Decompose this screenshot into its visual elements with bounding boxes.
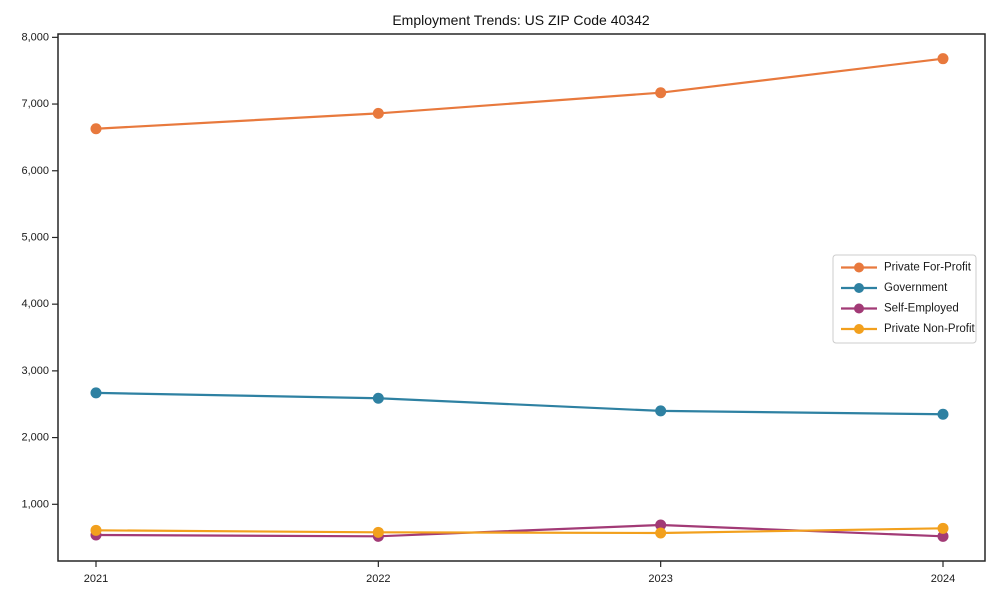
y-axis-tick-label: 4,000: [21, 298, 49, 310]
legend-item-label: Private Non-Profit: [884, 323, 976, 335]
data-point-government: [655, 405, 667, 417]
data-point-private-for-profit: [937, 53, 949, 65]
legend-box: [832, 254, 977, 344]
legend-swatch-dot: [854, 324, 864, 334]
legend-item-label: Government: [884, 282, 948, 294]
x-axis-tick-label: 2022: [366, 573, 390, 585]
legend-item-label: Self-Employed: [884, 303, 959, 315]
data-point-government: [937, 408, 949, 420]
x-axis-tick-label: 2023: [648, 573, 672, 585]
legend-item-label: Private For-Profit: [884, 262, 972, 274]
data-point-private-for-profit: [90, 123, 102, 135]
y-axis-tick-label: 2,000: [21, 432, 49, 444]
y-axis-tick-label: 7,000: [21, 98, 49, 110]
data-point-private-for-profit: [655, 87, 667, 99]
y-axis-tick-label: 8,000: [21, 31, 49, 43]
y-axis-tick-label: 3,000: [21, 365, 49, 377]
data-point-private-non-profit: [90, 524, 102, 536]
data-point-private-for-profit: [372, 107, 384, 119]
data-point-private-non-profit: [655, 527, 667, 539]
y-axis-tick-label: 1,000: [21, 498, 49, 510]
chart-title: Employment Trends: US ZIP Code 40342: [392, 12, 650, 28]
x-axis-tick-label: 2024: [931, 573, 955, 585]
data-point-self-employed: [655, 519, 667, 531]
axes: 1,000 2,000 3,000 4,000 5,000 6,000 7,000 8,000…: [21, 31, 986, 585]
data-point-private-non-profit: [372, 526, 384, 538]
legend-swatch-dot: [854, 283, 864, 293]
legend-swatch-dot: [854, 303, 864, 314]
data-point-self-employed: [937, 530, 949, 542]
data-point-private-non-profit: [937, 522, 949, 534]
series-line-government: [94, 391, 945, 416]
series-line-private-non-profit: [94, 527, 945, 535]
legend: Private For-Profit Government Self-Employe…: [832, 254, 977, 344]
plot-border: [57, 33, 986, 562]
data-point-government: [90, 387, 102, 399]
x-axis-tick-label: 2021: [84, 573, 108, 585]
legend-swatch-dot: [854, 262, 864, 273]
series-line-private-for-profit: [94, 57, 945, 130]
y-axis-tick-label: 5,000: [21, 231, 49, 243]
data-point-government: [372, 392, 384, 404]
y-axis-tick-label: 6,000: [21, 165, 49, 177]
series-group: [90, 53, 949, 542]
